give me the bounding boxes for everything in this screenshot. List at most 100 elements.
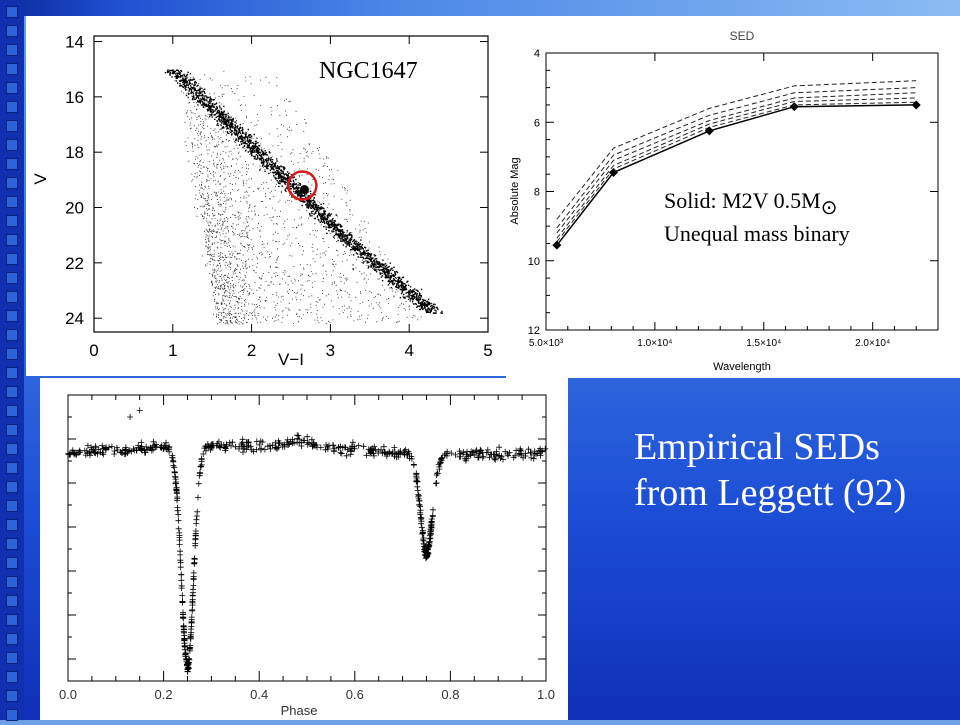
sed-dashed-line xyxy=(556,97,917,239)
strip-square xyxy=(6,576,18,588)
cluster-label: NGC1647 xyxy=(319,58,418,84)
sed-y-tick-label: 10 xyxy=(528,256,540,268)
sed-y-tick-label: 12 xyxy=(528,325,540,337)
strip-square xyxy=(6,424,18,436)
lc-x-tick-label: 0.0 xyxy=(59,687,77,702)
cmd-plot: 0 1 2 3 4 5 14 16 18 20 22 24 NGC1647 V−I V xyxy=(31,33,493,369)
cmd-x-tick-label: 1 xyxy=(168,341,177,360)
lc-x-tick-label: 1.0 xyxy=(537,687,555,702)
strip-square xyxy=(6,329,18,341)
cmd-y-tick-label: 24 xyxy=(65,309,84,328)
field-stars xyxy=(174,70,422,325)
sed-x-tick-label: 5.0×10³ xyxy=(529,338,564,349)
strip-square xyxy=(6,481,18,493)
lc-x-tick-label: 0.6 xyxy=(346,687,364,702)
cmd-y-tick-label: 20 xyxy=(65,199,84,218)
strip-square xyxy=(6,120,18,132)
sed-ylabel: Absolute Mag xyxy=(509,157,521,224)
strip-square xyxy=(6,462,18,474)
strip-square xyxy=(6,671,18,683)
sed-dashed-line xyxy=(556,87,917,229)
strip-square xyxy=(6,82,18,94)
lc-x-tick-label: 0.8 xyxy=(441,687,459,702)
strip-square xyxy=(6,6,18,18)
cmd-x-tick-label: 5 xyxy=(483,341,492,360)
sed-plot-panel: SED 5.0×10³ 1.0×10⁴ 1.5×10⁴ 2.0×10⁴ 4 6 8 10 12 … xyxy=(506,16,960,378)
sed-title: SED xyxy=(730,29,755,43)
sed-diamond-marker xyxy=(609,167,619,177)
cmd-axes-frame xyxy=(93,35,489,333)
strip-square xyxy=(6,158,18,170)
strip-square xyxy=(6,443,18,455)
sed-y-tick-label: 6 xyxy=(534,117,540,129)
lightcurve-plot: 0.0 0.2 0.4 0.6 0.8 1.0 Phase xyxy=(59,394,555,718)
strip-square xyxy=(6,348,18,360)
strip-square xyxy=(6,291,18,303)
cmd-x-tick-label: 0 xyxy=(89,341,98,360)
lc-xlabel: Phase xyxy=(281,703,318,718)
sed-ticks: 5.0×10³ 1.0×10⁴ 1.5×10⁴ 2.0×10⁴ 4 6 8 10 12 xyxy=(528,48,939,349)
sed-diamond-marker xyxy=(552,240,562,250)
strip-square xyxy=(6,557,18,569)
left-decorative-strip xyxy=(0,0,24,721)
cmd-points xyxy=(164,69,443,325)
sed-annotation-line2: Unequal mass binary xyxy=(664,221,850,246)
strip-square xyxy=(6,177,18,189)
strip-square xyxy=(6,386,18,398)
cmd-x-tick-label: 3 xyxy=(326,341,335,360)
strip-square xyxy=(6,614,18,626)
sed-dashed-line xyxy=(556,92,917,234)
strip-square xyxy=(6,234,18,246)
cmd-ticks: 0 1 2 3 4 5 14 16 18 20 22 24 xyxy=(65,33,493,360)
sed-annotation-line1: Solid: M2V 0.5M⊙ xyxy=(664,188,837,219)
lc-ticks: 0.0 0.2 0.4 0.6 0.8 1.0 xyxy=(59,395,555,702)
strip-square xyxy=(6,215,18,227)
lightcurve-plot-panel: 0.0 0.2 0.4 0.6 0.8 1.0 Phase xyxy=(40,378,568,720)
sed-lines xyxy=(552,80,921,250)
caption-line-2: from Leggett (92) xyxy=(634,472,907,514)
strip-square xyxy=(6,405,18,417)
cmd-x-tick-label: 2 xyxy=(247,341,256,360)
sed-x-tick-label: 1.0×10⁴ xyxy=(637,338,672,349)
cmd-y-tick-label: 22 xyxy=(65,254,84,273)
cmd-plot-panel: 0 1 2 3 4 5 14 16 18 20 22 24 NGC1647 V−I V xyxy=(26,16,572,376)
cmd-y-tick-label: 16 xyxy=(65,88,84,107)
strip-square xyxy=(6,595,18,607)
strip-square xyxy=(6,500,18,512)
sed-plot: SED 5.0×10³ 1.0×10⁴ 1.5×10⁴ 2.0×10⁴4681012 … xyxy=(509,29,939,373)
top-gradient-bar xyxy=(0,0,960,16)
sed-x-tick-label: 2.0×10⁴ xyxy=(855,338,890,349)
sed-dashed-line xyxy=(556,80,917,220)
strip-square xyxy=(6,139,18,151)
sed-y-tick-label: 4 xyxy=(534,48,540,60)
lc-x-tick-label: 0.4 xyxy=(250,687,268,702)
cmd-xlabel: V−I xyxy=(278,350,304,369)
cmd-y-tick-label: 18 xyxy=(65,143,84,162)
caption-line-1: Empirical SEDs xyxy=(634,426,880,468)
cmd-y-tick-label: 14 xyxy=(65,33,84,52)
sed-diamond-marker xyxy=(789,102,799,112)
lc-plus-markers xyxy=(65,407,549,675)
strip-square xyxy=(6,253,18,265)
sun-symbol: ⊙ xyxy=(821,197,838,219)
strip-square xyxy=(6,196,18,208)
strip-square xyxy=(6,538,18,550)
cmd-x-tick-label: 4 xyxy=(404,341,413,360)
strip-square xyxy=(6,633,18,645)
lc-points xyxy=(65,407,549,675)
highlighted-star-marker xyxy=(299,185,309,195)
strip-square xyxy=(6,44,18,56)
highlight-circle xyxy=(287,170,318,201)
sed-diamond-marker xyxy=(911,100,921,110)
strip-square xyxy=(6,690,18,702)
strip-square xyxy=(6,25,18,37)
strip-square xyxy=(6,519,18,531)
strip-square xyxy=(6,272,18,284)
sed-diamond-marker xyxy=(704,126,714,136)
sed-y-tick-label: 8 xyxy=(534,187,540,199)
strip-square xyxy=(6,63,18,75)
strip-square xyxy=(6,709,18,721)
sed-x-tick-label: 1.5×10⁴ xyxy=(746,338,781,349)
lc-x-tick-label: 0.2 xyxy=(155,687,173,702)
strip-square xyxy=(6,101,18,113)
